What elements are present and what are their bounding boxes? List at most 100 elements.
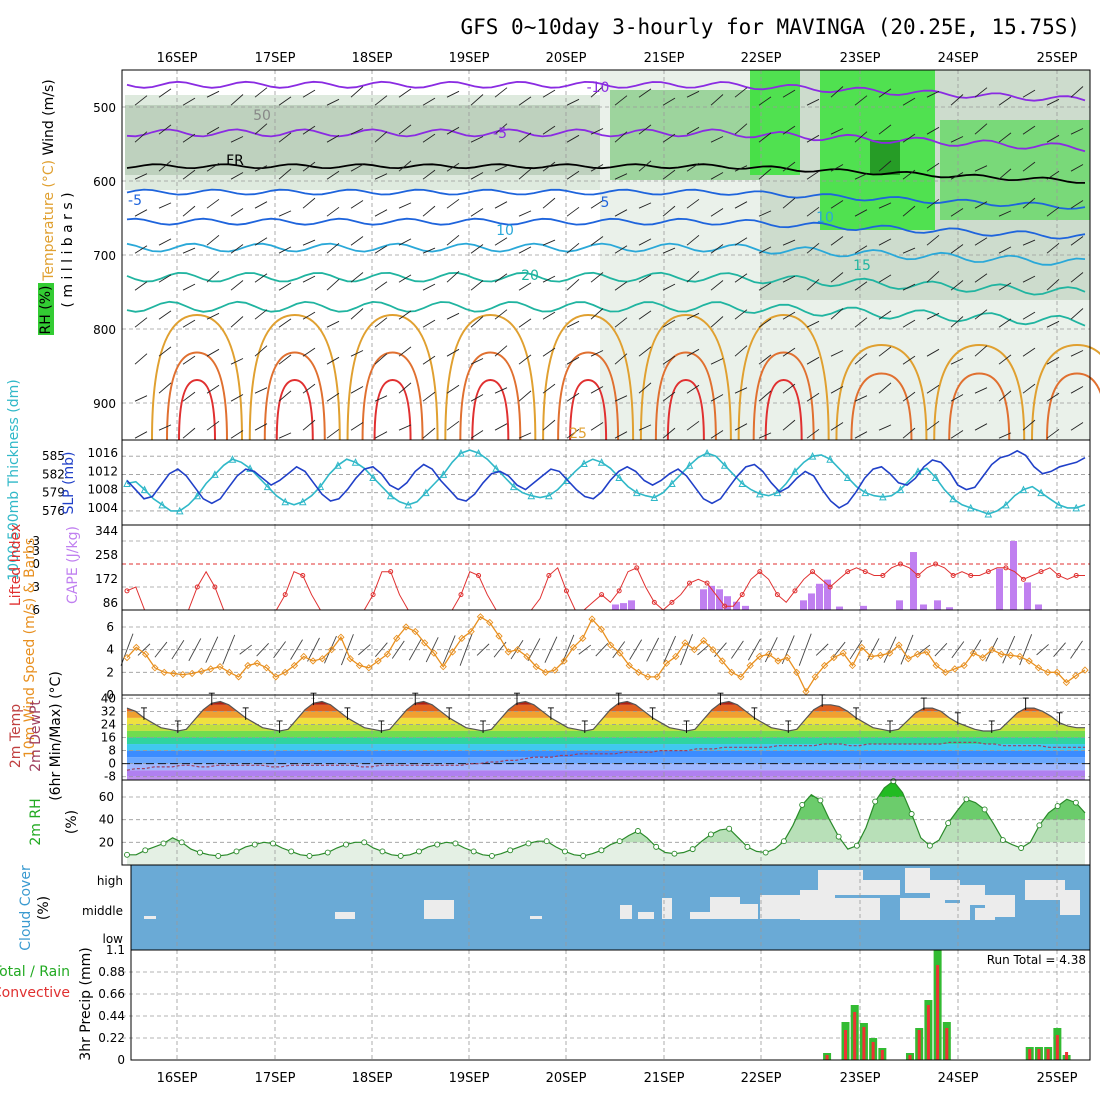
li-marker (563, 588, 569, 594)
wind-barb (830, 350, 844, 357)
wind-barb (254, 237, 268, 246)
wind-barb (974, 201, 988, 209)
thickness-marker (1072, 503, 1081, 512)
wind-barb (734, 309, 748, 320)
wind-marker (188, 669, 196, 678)
wind-barb (830, 164, 844, 172)
wind-barb (446, 126, 460, 135)
hot-contour (178, 378, 216, 441)
wind-barb (459, 633, 473, 666)
rh-marker (561, 848, 568, 855)
rh-marker (744, 843, 751, 850)
wind-barb (1036, 644, 1049, 656)
ylabel-millibars: ( m i l l i b a r s ) (60, 192, 76, 307)
wind-barb (998, 354, 1012, 365)
wind-barb (422, 169, 436, 180)
wind-barb (1046, 428, 1060, 439)
wind-barb (900, 634, 914, 665)
thickness-marker (1054, 500, 1063, 509)
precip-conv-bar (1055, 1035, 1059, 1060)
cape-bar (612, 604, 619, 610)
wind-barb (154, 641, 168, 658)
wind-barb (590, 386, 604, 394)
wind-marker (951, 665, 959, 673)
cloud-block (1060, 890, 1080, 915)
wind-barb (710, 136, 724, 143)
ylabel-cape: CAPE (J/kg) (65, 526, 81, 604)
wind-barb (686, 90, 700, 98)
cape-bar (742, 605, 749, 610)
wind-barb (398, 88, 412, 98)
li-marker (985, 569, 991, 575)
thickness-marker (720, 461, 729, 469)
wind-barb (374, 131, 388, 143)
thickness-marker (879, 492, 887, 501)
hot-contour (764, 378, 803, 441)
wind-barb (974, 123, 988, 135)
precip-conv-bar (871, 1042, 875, 1060)
wind-barb (542, 383, 556, 394)
wind-barb (590, 272, 604, 283)
panel-frame (130, 949, 1091, 1061)
temp-band (127, 757, 1085, 764)
ylabel-cloud-part: Cloud Cover (18, 865, 34, 951)
wind-barb (1022, 125, 1036, 135)
wind-marker (346, 655, 354, 663)
wind-barb (854, 353, 868, 365)
wind-barb (566, 98, 580, 106)
thickness-marker (896, 485, 905, 494)
wind-marker (886, 649, 894, 657)
wind-barb (494, 201, 508, 209)
wind-barb (542, 125, 556, 135)
wind-marker (979, 653, 987, 662)
li-tick: -3 (28, 544, 40, 558)
wind-barb (422, 319, 436, 328)
wind-marker (690, 646, 698, 654)
wind-marker (430, 649, 438, 657)
temp-tick: 40 (101, 691, 116, 705)
ylabel-lifted-index-part: Lifted Index (8, 524, 24, 606)
wind-barb (358, 644, 371, 656)
thickness-marker (298, 497, 307, 506)
wind-marker (727, 668, 736, 676)
wind-barb (686, 270, 700, 283)
rh-marker (671, 850, 678, 857)
wind-marker (290, 661, 299, 670)
wind-barb (854, 395, 868, 402)
date-label-bottom: 18SEP (352, 1071, 393, 1086)
thickness-marker (949, 494, 957, 503)
rh-marker (853, 842, 860, 849)
wind-marker (988, 646, 996, 654)
wind-barb (278, 282, 292, 291)
wind-barb (374, 431, 388, 439)
thickness-tick: 576 (42, 504, 65, 518)
wind-marker (820, 661, 829, 670)
wind-barb (158, 310, 172, 320)
wind-barb (926, 348, 940, 357)
wind-barb (422, 355, 436, 365)
wind-barb (566, 356, 580, 365)
wind-barb (830, 308, 844, 320)
wind-barb (230, 208, 244, 217)
ylabel-wind-part: 10m Wind Speed (m/s) & Barbs (22, 538, 38, 758)
wind-marker (941, 668, 950, 676)
rh-marker (306, 852, 313, 859)
wind-barb (638, 124, 652, 135)
li-marker (370, 592, 376, 598)
lifted-index-line (126, 563, 1085, 611)
rh-marker (726, 825, 733, 832)
wind-marker (662, 659, 671, 667)
wind-marker (383, 650, 392, 658)
ylabel-wind-temp-part: Temperature (°C) (41, 160, 57, 282)
temp-tick: 24 (101, 717, 116, 731)
cape-tick: 172 (95, 572, 118, 586)
wind-barb (518, 168, 532, 180)
precip-tick: 0.88 (98, 965, 125, 979)
wind-barb (998, 432, 1012, 439)
wind-barb (324, 635, 337, 664)
wind-barb (1022, 161, 1036, 172)
contour-label: 15 (853, 258, 871, 274)
wind-marker (141, 650, 150, 658)
rh-marker (343, 841, 349, 848)
wind-barb (806, 170, 820, 180)
